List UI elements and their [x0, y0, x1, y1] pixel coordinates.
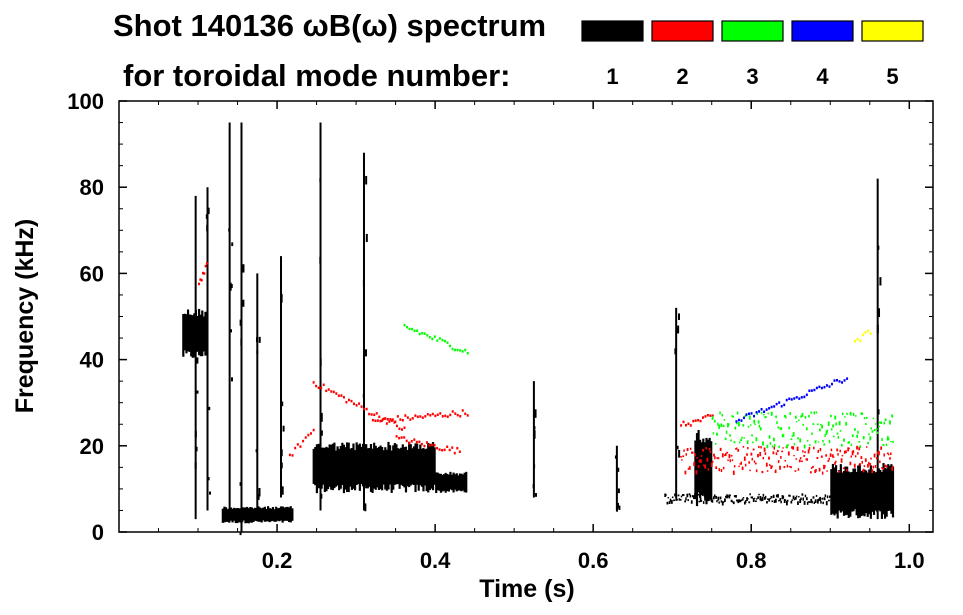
mode-1-vline — [674, 307, 681, 498]
mode-1-blob — [830, 463, 895, 519]
mode-2-curve — [312, 381, 406, 431]
mode-5-curve — [853, 329, 872, 343]
mode-1-vline — [239, 122, 245, 536]
y-tick-label: 0 — [92, 520, 104, 545]
mode-1-vline — [876, 178, 882, 520]
mode-1-vline — [228, 122, 234, 511]
legend-label: 4 — [816, 64, 829, 89]
x-tick-label: 0.8 — [736, 548, 767, 573]
mode-2-curve — [371, 409, 469, 423]
legend-swatch — [651, 20, 714, 42]
mode-1-vline — [255, 273, 261, 515]
x-tick-label: 0.6 — [578, 548, 609, 573]
mode-1-vline — [280, 256, 285, 498]
mode-1-vline — [194, 195, 199, 520]
legend: 1 2 3 4 5 — [581, 20, 924, 89]
legend-swatch — [791, 20, 854, 42]
y-axis-label: Frequency (kHz) — [11, 219, 39, 413]
mode-2-band — [680, 445, 894, 475]
legend-label: 1 — [606, 64, 618, 89]
x-axis-label: Time (s) — [479, 575, 574, 603]
legend-swatch — [861, 20, 924, 42]
y-tick-label: 80 — [80, 175, 104, 200]
mode-1-vline — [205, 187, 212, 511]
legend-swatch — [581, 20, 644, 42]
legend-label: 3 — [746, 64, 758, 89]
chart-title-line2: for toroidal mode number: — [123, 58, 511, 93]
mode-1-vline — [362, 152, 368, 512]
mode-1-vline — [614, 445, 621, 512]
legend-label: 2 — [676, 64, 688, 89]
mode-1-vline — [319, 122, 323, 511]
legend-swatch — [721, 20, 784, 42]
mode-2-curve — [198, 262, 208, 286]
mode-4-curve — [735, 377, 849, 423]
mode-1-blob — [312, 441, 436, 494]
mode-2-curve — [680, 413, 714, 427]
y-tick-label: 40 — [80, 348, 104, 373]
spectrogram-data — [182, 122, 895, 536]
mode-2-curve — [288, 428, 315, 457]
x-tick-label: 0.4 — [420, 548, 451, 573]
legend-label: 5 — [886, 64, 898, 89]
y-tick-label: 100 — [67, 89, 104, 114]
axes-ticks: 0.2 0.4 0.6 0.8 1.0 0 20 40 60 80 100 — [67, 89, 933, 573]
y-tick-label: 20 — [80, 434, 104, 459]
chart-title-line1: Shot 140136 ωB(ω) spectrum — [113, 8, 546, 43]
mode-1-band — [664, 493, 831, 506]
y-tick-label: 60 — [80, 261, 104, 286]
x-tick-label: 1.0 — [894, 548, 925, 573]
mode-1-blob — [182, 308, 207, 358]
mode-3-band — [711, 411, 894, 449]
mode-1-blob — [435, 471, 468, 494]
mode-2-curve — [395, 435, 461, 455]
mode-1-vline — [532, 381, 538, 498]
mode-3-curve — [403, 323, 469, 355]
x-tick-label: 0.2 — [262, 548, 293, 573]
